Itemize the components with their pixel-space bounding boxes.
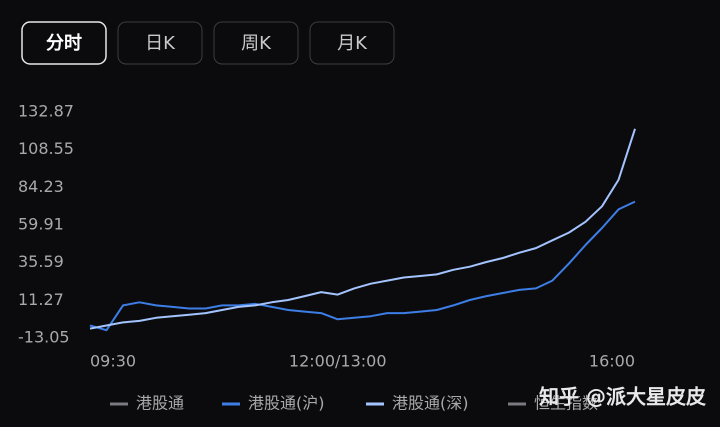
tab-button[interactable]: [117, 21, 203, 65]
tab-button[interactable]: [309, 21, 395, 65]
legend-label[interactable]: 港股通(沪): [248, 394, 325, 413]
y-tick-label: 11.27: [18, 290, 64, 309]
x-tick-label: 16:00: [589, 352, 635, 371]
y-tick-label: 108.55: [18, 139, 74, 158]
y-tick-label: 59.91: [18, 215, 64, 234]
legend-label[interactable]: 港股通: [136, 394, 184, 413]
x-tick-label: 12:00/13:00: [289, 352, 387, 371]
y-tick-label: -13.05: [18, 328, 70, 347]
tab-label[interactable]: 月K: [337, 33, 368, 54]
series-line: [89, 128, 636, 330]
tab-button[interactable]: [21, 21, 107, 65]
tab-label[interactable]: 日K: [145, 33, 176, 54]
tab-label[interactable]: 分时: [46, 33, 82, 54]
legend-label[interactable]: 恒生指数: [534, 394, 598, 413]
y-tick-label: 84.23: [18, 177, 64, 196]
watermark: 知乎 @派大星皮皮: [539, 385, 706, 409]
series-line: [89, 200, 636, 332]
y-tick-label: 35.59: [18, 252, 64, 271]
y-tick-label: 132.87: [18, 102, 74, 121]
x-tick-label: 09:30: [90, 352, 136, 371]
tab-button[interactable]: [213, 21, 299, 65]
legend-label[interactable]: 港股通(深): [392, 394, 469, 413]
tab-label[interactable]: 周K: [241, 33, 272, 54]
